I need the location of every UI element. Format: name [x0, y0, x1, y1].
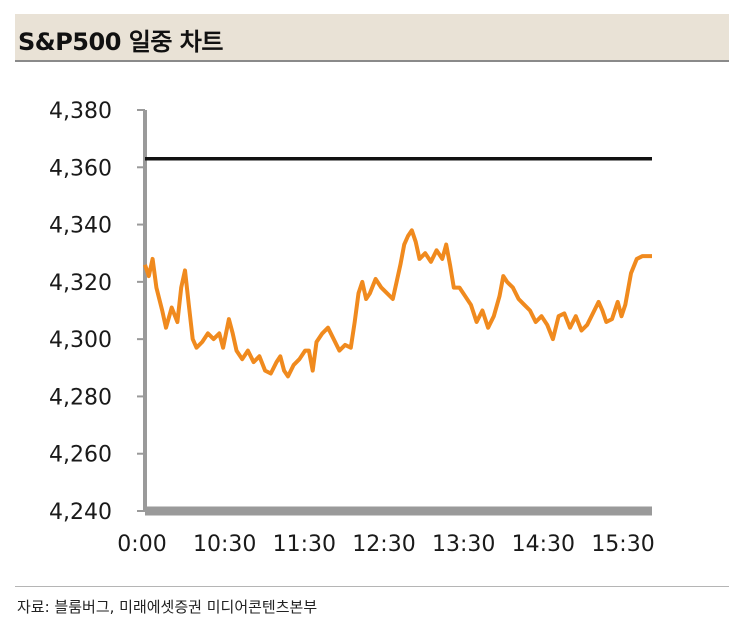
y-tick-label: 4,340 [49, 214, 112, 239]
chart-title: S&P500 일중 차트 [18, 28, 223, 56]
y-tick-label: 4,320 [49, 271, 112, 296]
x-tick-label: 15:30 [591, 532, 654, 557]
y-axis: 4,380 4,360 4,340 4,320 4,300 4,280 4,260 4,240 [49, 99, 147, 525]
source-note: 자료: 블룸버그, 미래에셋증권 미디어콘텐츠본부 [17, 598, 318, 616]
y-tick-label: 4,260 [49, 443, 112, 468]
x-tick-label: 10:30 [193, 532, 256, 557]
line-chart: 4,380 4,360 4,340 4,320 4,300 4,280 4,260 4,240… [49, 99, 655, 557]
y-tick-label: 4,360 [49, 156, 112, 181]
series-lines [143, 156, 652, 379]
x-tick-label: 11:30 [273, 532, 336, 557]
x-axis: 0:00 10:30 11:30 12:30 13:30 14:30 15:30 [117, 506, 655, 557]
y-tick-label: 4,380 [49, 99, 112, 124]
x-tick-label: 0:00 [117, 532, 166, 557]
x-tick-label: 12:30 [352, 532, 415, 557]
x-tick-label: 13:30 [432, 532, 495, 557]
y-tick-label: 4,240 [49, 500, 112, 525]
chart-title-bar: S&P500 일중 차트 [15, 14, 729, 62]
y-tick-label: 4,280 [49, 385, 112, 410]
y-tick-label: 4,300 [49, 328, 112, 353]
x-tick-label: 14:30 [512, 532, 575, 557]
source-divider [15, 586, 729, 587]
series-line-sp500 [143, 228, 652, 379]
